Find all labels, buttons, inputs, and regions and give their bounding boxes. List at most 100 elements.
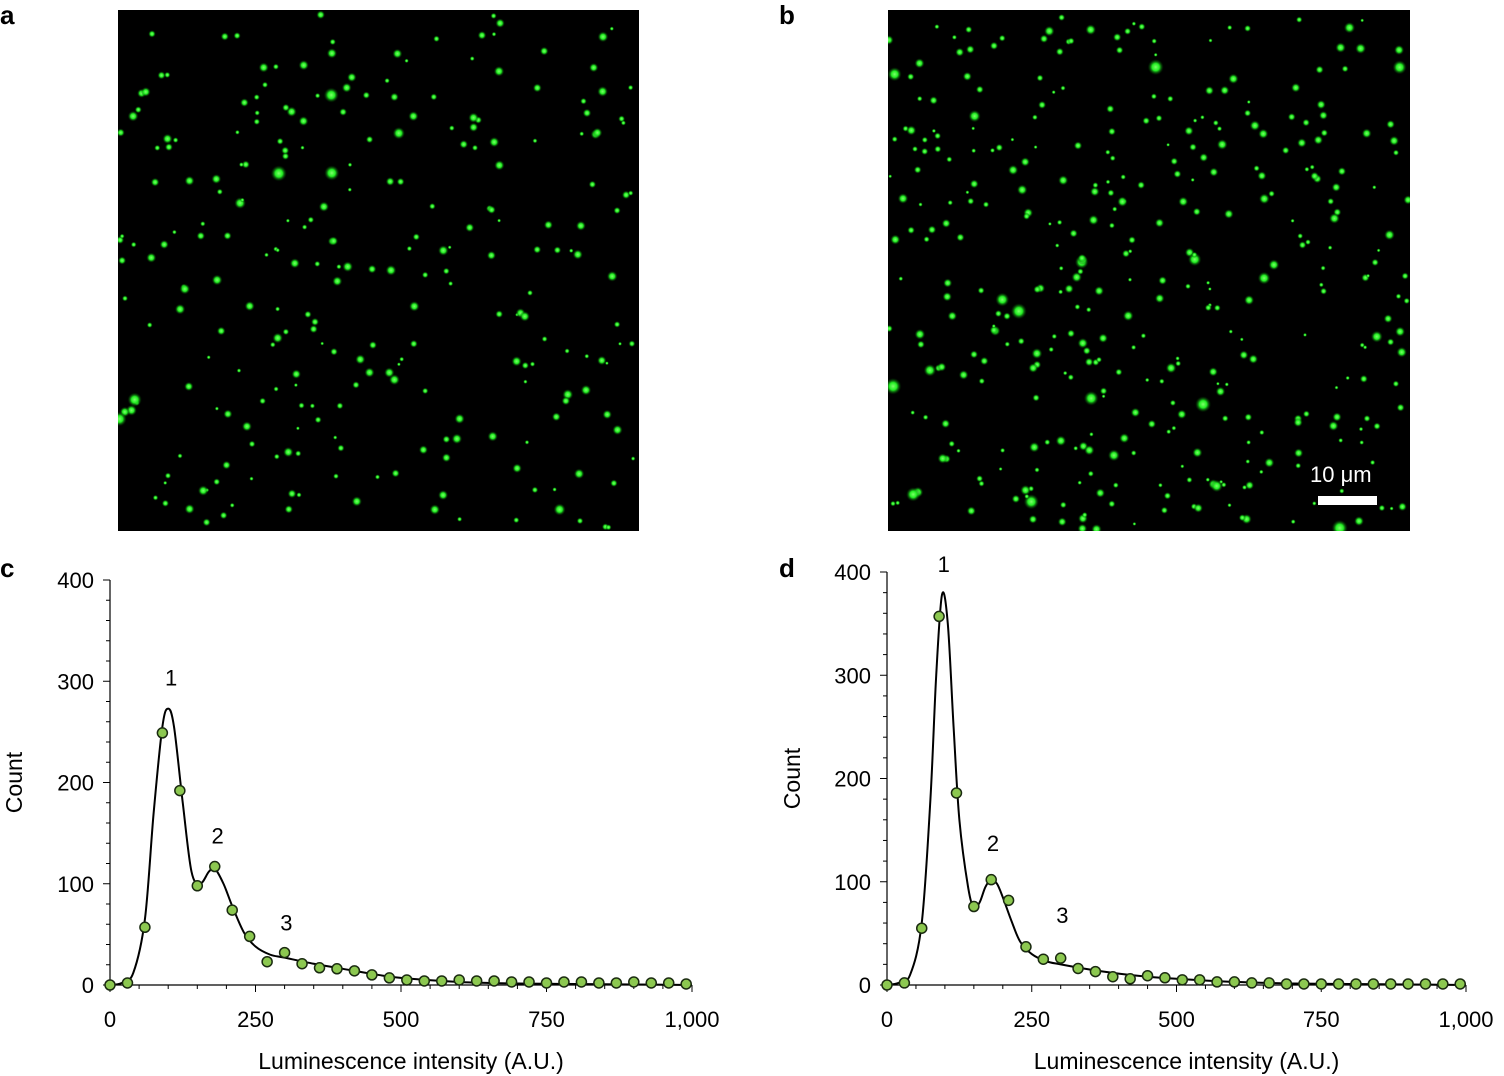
fluorescent-spot (1094, 286, 1104, 296)
fluorescent-spot (171, 229, 177, 235)
x-tick-label: 0 (881, 1007, 893, 1032)
fluorescent-spot (211, 174, 222, 184)
fluorescent-spot (888, 324, 893, 333)
fluorescent-spot (978, 377, 986, 385)
fluorescent-spot (285, 218, 291, 223)
fluorescent-spot (314, 416, 322, 424)
fluorescent-spot (582, 108, 592, 118)
fluorescent-spot (1287, 112, 1296, 121)
fluorescent-spot (259, 397, 267, 405)
fluorescent-spot (223, 231, 232, 240)
fluorescent-spot (1057, 517, 1067, 527)
fluorescent-spot (1384, 229, 1395, 241)
fluorescent-spot (1016, 184, 1028, 196)
fluorescent-spot (289, 258, 300, 269)
fluorescent-spot (1373, 422, 1381, 431)
fluorescent-spot (1207, 287, 1212, 291)
fluorescent-spot (118, 411, 127, 427)
fluorescent-spot (1147, 59, 1164, 76)
fluorescent-spot (1144, 377, 1150, 383)
fluorescent-spot (1058, 175, 1069, 186)
fluorescent-spot (1166, 95, 1174, 103)
fluorescent-spot (451, 433, 463, 445)
fluorescent-spot (272, 63, 280, 70)
fluorescent-spot (597, 355, 607, 366)
x-axis-label: Luminescence intensity (A.U.) (258, 1048, 564, 1074)
fluorescent-spot (465, 223, 475, 233)
fluorescent-spot (1175, 360, 1182, 367)
fluorescent-spot (332, 435, 338, 440)
fluorescent-spot (1359, 374, 1368, 383)
fluorescent-spot (1147, 419, 1157, 429)
panel-label-c: c (0, 553, 15, 583)
fluorescent-spot (576, 517, 584, 525)
fluorescent-spot (1067, 374, 1075, 381)
fluorescent-spot (1051, 90, 1056, 95)
fluorescent-spot (469, 56, 475, 62)
fluorescent-spot (495, 18, 505, 28)
fluorescent-spot (1166, 142, 1171, 147)
data-point (488, 975, 500, 987)
fluorescent-spot (392, 48, 403, 59)
fluorescent-spot (399, 356, 405, 362)
fluorescent-spot (888, 377, 902, 395)
fluorescent-spot (392, 127, 405, 140)
micrograph-b: 10 μm (888, 10, 1410, 531)
fluorescent-spot (1227, 502, 1232, 508)
data-point (313, 962, 326, 974)
fluorescent-spot (1383, 314, 1393, 324)
data-point (968, 900, 980, 913)
fluorescent-spot (287, 489, 297, 499)
fluorescent-spot (1228, 329, 1234, 334)
fluorescent-spot (1341, 65, 1349, 73)
fluorescent-spot (1020, 484, 1031, 496)
fluorescent-spot (1199, 153, 1209, 162)
data-point (1211, 976, 1223, 988)
fluorescent-spot (1378, 504, 1386, 512)
fluorescent-spot (459, 139, 469, 149)
data-point (1246, 977, 1258, 989)
fluorescent-spot (1044, 439, 1051, 446)
fluorescent-spot (934, 132, 942, 140)
y-tick-label: 200 (834, 767, 871, 792)
fluorescent-spot (1105, 149, 1111, 155)
fluorescent-spot (493, 66, 505, 77)
fluorescent-spot (1003, 312, 1011, 321)
fluorescent-spot (1187, 252, 1202, 267)
fluorescent-spot (161, 499, 170, 507)
fluorescent-spot (318, 201, 330, 212)
fluorescent-spot (934, 145, 942, 153)
fluorescent-spot (579, 131, 585, 137)
fluorescent-spot (573, 468, 585, 480)
fluorescent-spot (1371, 258, 1379, 267)
fluorescent-spot (895, 500, 901, 506)
y-tick-label: 0 (82, 973, 94, 998)
fluorescent-spot (955, 47, 965, 57)
fluorescent-spot (1258, 469, 1264, 475)
data-point (1020, 941, 1032, 953)
fluorescent-spot (272, 332, 283, 344)
fluorescent-spot (533, 245, 542, 254)
fluorescent-spot (347, 162, 353, 168)
data-point (383, 972, 396, 984)
fluorescent-spot (418, 445, 428, 455)
x-tick-label: 750 (528, 1007, 565, 1032)
fluorescent-spot (352, 381, 360, 389)
data-point (1037, 953, 1050, 965)
fluorescent-spot (261, 81, 269, 89)
fluorescent-spot (433, 35, 440, 43)
fluorescent-spot (490, 12, 497, 20)
fluorescent-spot (1085, 306, 1092, 313)
fluorescent-spot (118, 128, 125, 137)
fluorescent-spot (617, 341, 623, 346)
fluorescent-spot (1092, 182, 1099, 189)
data-point (1193, 974, 1206, 986)
fluorescent-spot (1291, 82, 1301, 93)
fluorescent-spot (291, 369, 302, 379)
fluorescent-spot (910, 410, 916, 416)
fluorescent-spot (519, 311, 530, 322)
data-point (401, 974, 413, 986)
fluorescent-spot (989, 147, 996, 154)
data-point (558, 976, 570, 988)
fluorescent-spot (1064, 284, 1074, 294)
